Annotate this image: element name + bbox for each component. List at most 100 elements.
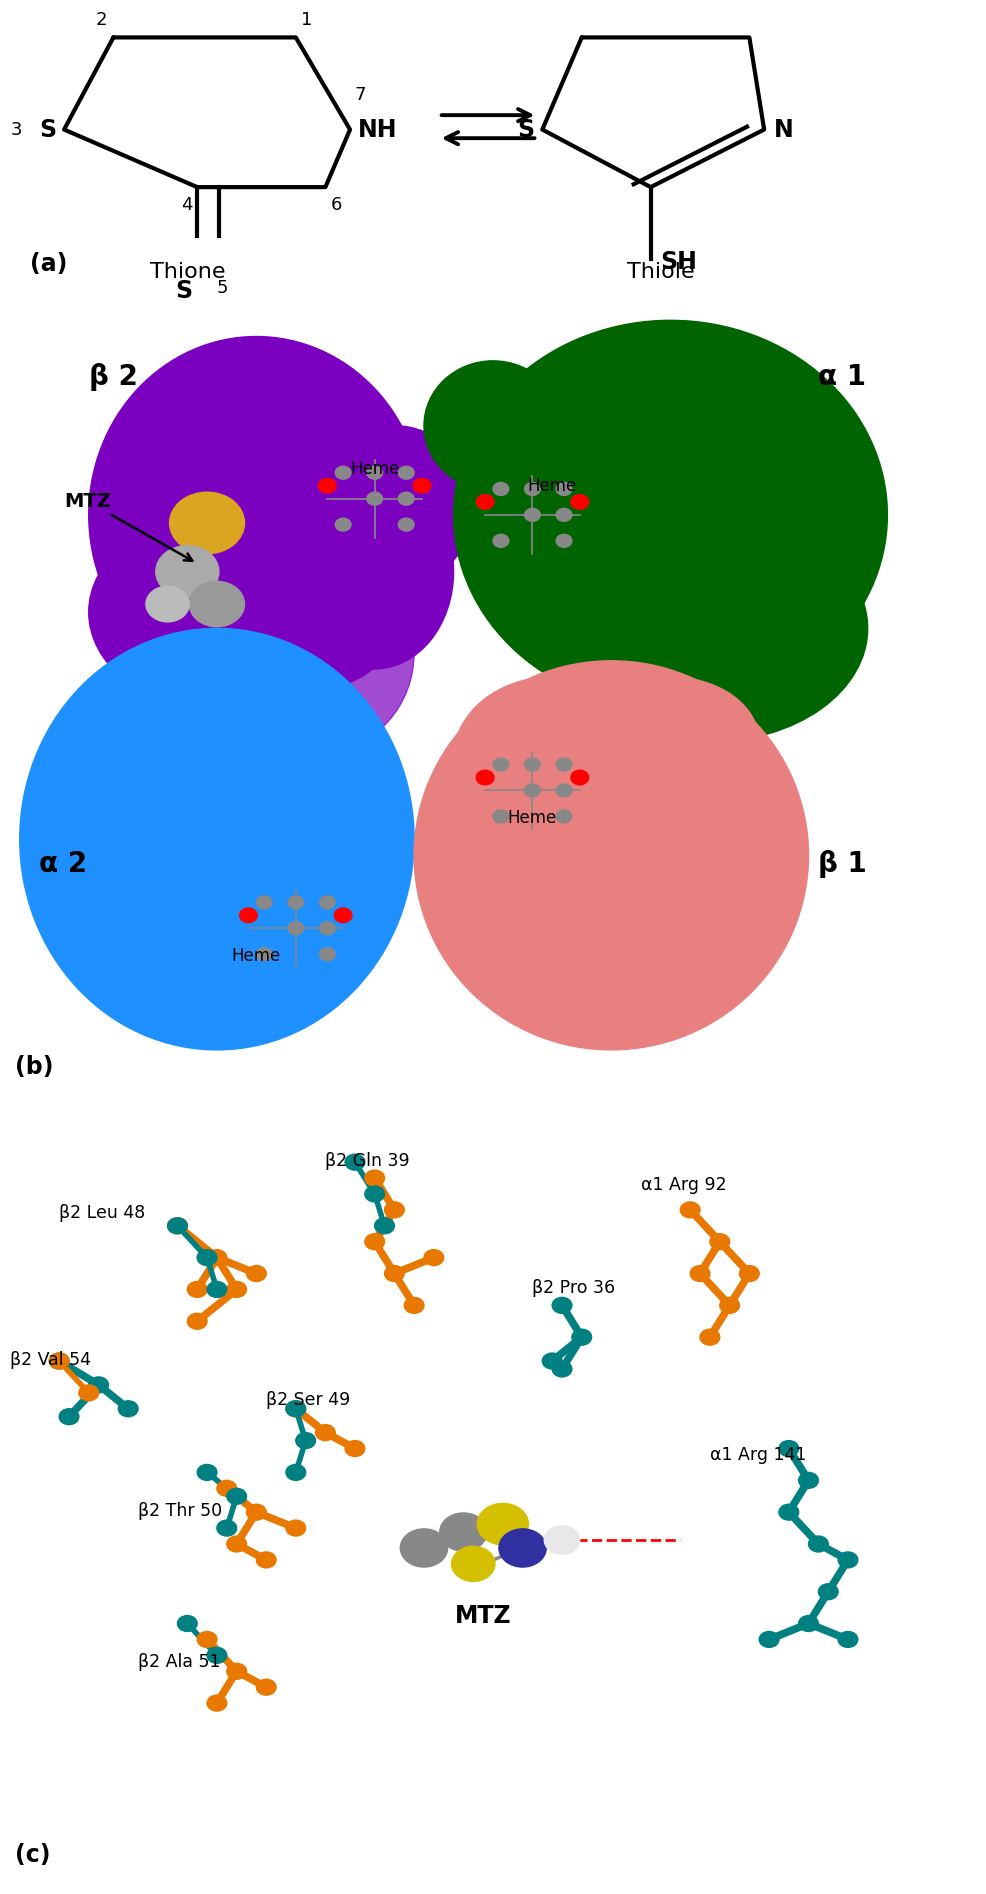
Circle shape bbox=[400, 1528, 448, 1566]
Text: β 1: β 1 bbox=[818, 850, 867, 877]
Text: β2 Gln 39: β2 Gln 39 bbox=[325, 1152, 410, 1170]
Text: 7: 7 bbox=[355, 85, 367, 104]
Ellipse shape bbox=[89, 515, 345, 710]
Circle shape bbox=[404, 1297, 424, 1313]
Circle shape bbox=[818, 1583, 838, 1600]
Circle shape bbox=[440, 1513, 487, 1551]
Circle shape bbox=[367, 466, 383, 479]
Circle shape bbox=[493, 483, 509, 496]
Text: 3: 3 bbox=[11, 121, 23, 138]
Circle shape bbox=[571, 494, 589, 509]
Circle shape bbox=[197, 1464, 217, 1481]
Circle shape bbox=[365, 1233, 385, 1250]
Text: S: S bbox=[176, 278, 192, 303]
Ellipse shape bbox=[582, 676, 759, 807]
Circle shape bbox=[288, 922, 304, 936]
Circle shape bbox=[375, 1218, 394, 1233]
Text: Thiole: Thiole bbox=[627, 261, 694, 282]
Ellipse shape bbox=[552, 515, 868, 742]
Circle shape bbox=[493, 758, 509, 771]
Circle shape bbox=[227, 1536, 246, 1551]
Text: (a): (a) bbox=[30, 252, 67, 277]
Text: (c): (c) bbox=[15, 1843, 50, 1867]
Circle shape bbox=[571, 771, 589, 784]
Circle shape bbox=[319, 896, 335, 909]
Circle shape bbox=[525, 758, 540, 771]
Text: α 1: α 1 bbox=[818, 364, 867, 392]
Circle shape bbox=[168, 1218, 187, 1233]
Text: β2 Ala 51: β2 Ala 51 bbox=[138, 1653, 221, 1671]
Ellipse shape bbox=[454, 320, 887, 710]
Circle shape bbox=[525, 784, 540, 797]
Circle shape bbox=[89, 1377, 108, 1392]
Text: β2 Thr 50: β2 Thr 50 bbox=[138, 1502, 222, 1521]
Text: Heme: Heme bbox=[350, 460, 399, 479]
Text: 2: 2 bbox=[96, 11, 107, 28]
Circle shape bbox=[710, 1233, 730, 1250]
Circle shape bbox=[385, 1203, 404, 1218]
Ellipse shape bbox=[316, 426, 473, 587]
Text: SH: SH bbox=[661, 250, 697, 275]
Ellipse shape bbox=[237, 555, 414, 750]
Text: β2 Pro 36: β2 Pro 36 bbox=[532, 1280, 615, 1297]
Ellipse shape bbox=[532, 555, 730, 701]
Circle shape bbox=[424, 1250, 444, 1265]
Circle shape bbox=[345, 1441, 365, 1456]
Text: 4: 4 bbox=[180, 195, 192, 214]
Circle shape bbox=[168, 1218, 187, 1233]
Circle shape bbox=[335, 519, 351, 530]
Circle shape bbox=[525, 483, 540, 496]
Circle shape bbox=[319, 922, 335, 936]
Circle shape bbox=[740, 1265, 759, 1282]
Circle shape bbox=[318, 479, 336, 492]
Circle shape bbox=[240, 907, 257, 922]
Circle shape bbox=[246, 1504, 266, 1521]
Text: Heme: Heme bbox=[508, 809, 557, 828]
Circle shape bbox=[556, 508, 572, 521]
Ellipse shape bbox=[454, 676, 651, 839]
Circle shape bbox=[156, 545, 219, 597]
Circle shape bbox=[367, 492, 383, 506]
Circle shape bbox=[286, 1402, 306, 1417]
Circle shape bbox=[572, 1330, 592, 1345]
Circle shape bbox=[246, 1265, 266, 1282]
Circle shape bbox=[189, 581, 245, 627]
Text: β2 Leu 48: β2 Leu 48 bbox=[59, 1205, 145, 1222]
Circle shape bbox=[207, 1648, 227, 1663]
Circle shape bbox=[227, 1489, 246, 1504]
Circle shape bbox=[49, 1352, 69, 1369]
Text: NH: NH bbox=[358, 117, 397, 142]
Text: Thione: Thione bbox=[150, 261, 225, 282]
Circle shape bbox=[838, 1551, 858, 1568]
Circle shape bbox=[207, 1695, 227, 1710]
Circle shape bbox=[499, 1528, 546, 1566]
Circle shape bbox=[556, 784, 572, 797]
Circle shape bbox=[227, 1282, 246, 1297]
Ellipse shape bbox=[424, 362, 562, 491]
Circle shape bbox=[286, 1402, 306, 1417]
Text: Heme: Heme bbox=[528, 477, 577, 494]
Text: β2 Val 54: β2 Val 54 bbox=[10, 1350, 91, 1369]
Circle shape bbox=[319, 947, 335, 960]
Circle shape bbox=[256, 947, 272, 960]
Circle shape bbox=[690, 1265, 710, 1282]
Circle shape bbox=[79, 1385, 99, 1402]
Text: S: S bbox=[518, 117, 534, 142]
Circle shape bbox=[217, 1481, 237, 1496]
Text: α1 Arg 141: α1 Arg 141 bbox=[710, 1447, 807, 1464]
Ellipse shape bbox=[177, 669, 375, 814]
Circle shape bbox=[256, 896, 272, 909]
Circle shape bbox=[288, 896, 304, 909]
Ellipse shape bbox=[296, 474, 454, 669]
Circle shape bbox=[334, 907, 352, 922]
Circle shape bbox=[398, 466, 414, 479]
Circle shape bbox=[544, 1527, 580, 1555]
Circle shape bbox=[556, 534, 572, 547]
Circle shape bbox=[552, 1362, 572, 1377]
Circle shape bbox=[680, 1203, 700, 1218]
Circle shape bbox=[286, 1464, 306, 1481]
Circle shape bbox=[556, 811, 572, 822]
Circle shape bbox=[197, 1250, 217, 1265]
Text: MTZ: MTZ bbox=[64, 492, 192, 561]
Circle shape bbox=[799, 1616, 818, 1631]
